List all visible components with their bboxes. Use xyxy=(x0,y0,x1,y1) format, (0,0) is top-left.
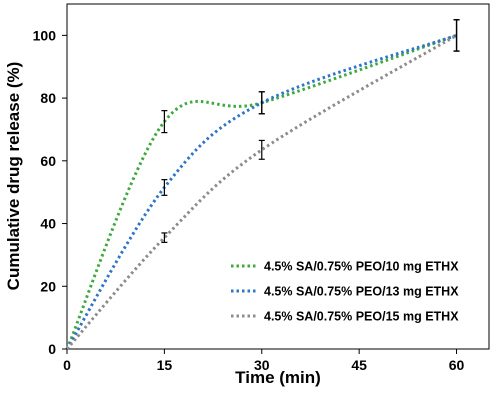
plot-frame xyxy=(66,3,490,350)
legend-label: 4.5% SA/0.75% PEO/10 mg ETHX xyxy=(264,260,459,274)
x-tick-label: 30 xyxy=(254,357,270,373)
series-line-1 xyxy=(65,33,458,350)
series-line-2 xyxy=(65,33,458,350)
error-bar xyxy=(161,232,168,243)
legend: 4.5% SA/0.75% PEO/10 mg ETHX 4.5% SA/0.75… xyxy=(231,260,459,324)
legend-item: 4.5% SA/0.75% PEO/15 mg ETHX xyxy=(231,310,459,324)
x-tick-label: 0 xyxy=(63,357,71,373)
legend-item: 4.5% SA/0.75% PEO/10 mg ETHX xyxy=(231,260,459,274)
y-tick-label: 40 xyxy=(40,216,56,232)
error-bar xyxy=(453,19,460,52)
y-tick-label: 0 xyxy=(48,341,56,357)
y-tick-label: 100 xyxy=(33,27,57,43)
series-line-3 xyxy=(65,34,458,350)
error-bar xyxy=(161,110,168,134)
legend-label: 4.5% SA/0.75% PEO/15 mg ETHX xyxy=(264,310,459,324)
x-tick-label: 60 xyxy=(449,357,465,373)
x-tick-label: 45 xyxy=(351,357,367,373)
error-bar xyxy=(258,139,265,160)
legend-item: 4.5% SA/0.75% PEO/13 mg ETHX xyxy=(231,285,459,299)
error-bar xyxy=(258,91,265,115)
x-axis-title: Time (min) xyxy=(235,368,321,387)
y-tick-label: 60 xyxy=(40,153,56,169)
error-bar xyxy=(161,179,168,196)
legend-label: 4.5% SA/0.75% PEO/13 mg ETHX xyxy=(264,285,459,299)
x-tick-label: 15 xyxy=(157,357,173,373)
y-axis-title: Cumulative drug release (%) xyxy=(4,62,23,291)
y-tick-label: 80 xyxy=(40,90,56,106)
y-tick-label: 20 xyxy=(40,278,56,294)
